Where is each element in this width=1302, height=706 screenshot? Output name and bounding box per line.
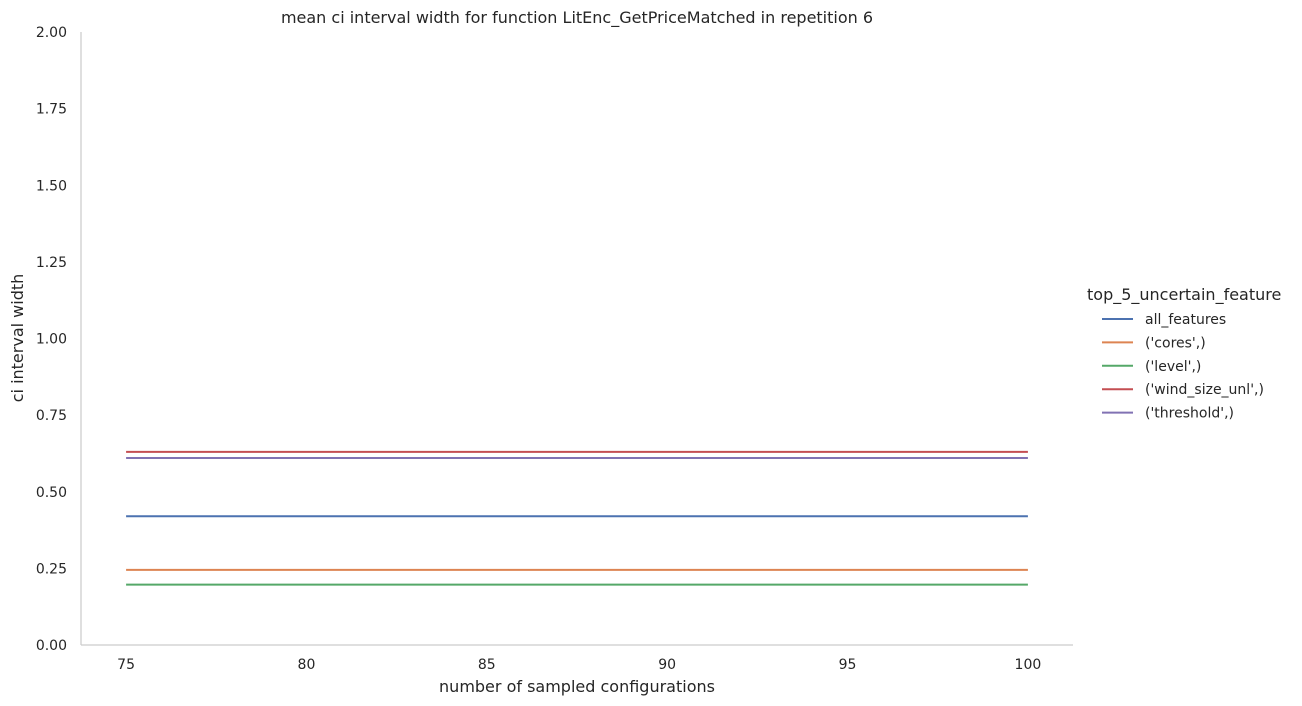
y-axis-label: ci interval width [8,274,27,403]
y-tick-label: 0.50 [36,485,67,501]
x-axis-label: number of sampled configurations [439,677,715,696]
legend: top_5_uncertain_feature all_features ('co… [1087,285,1281,422]
y-tick-label: 0.00 [36,638,67,654]
legend-label: ('cores',) [1145,335,1206,351]
x-tick-labels: 75 80 85 90 95 100 [117,657,1041,673]
legend-title: top_5_uncertain_feature [1087,285,1281,305]
x-tick-label: 75 [117,657,135,673]
x-tick-label: 95 [839,657,857,673]
y-tick-labels: 0.00 0.25 0.50 0.75 1.00 1.25 1.50 1.75 2.00 [36,25,67,654]
x-tick-label: 80 [298,657,316,673]
x-tick-label: 90 [658,657,676,673]
legend-label: ('threshold',) [1145,406,1234,422]
series-lines [126,450,1028,586]
x-tick-label: 100 [1015,657,1042,673]
y-tick-label: 1.75 [36,102,67,118]
y-tick-label: 0.25 [36,561,67,577]
legend-items: all_features ('cores',) ('level',) ('wind_s… [1102,312,1264,422]
y-tick-label: 1.25 [36,255,67,271]
y-tick-label: 1.50 [36,178,67,194]
legend-label: ('level',) [1145,359,1201,375]
axes [80,32,1073,646]
x-tick-label: 85 [478,657,496,673]
y-tick-label: 0.75 [36,408,67,424]
chart-title: mean ci interval width for function LitE… [281,8,873,28]
legend-label: all_features [1145,312,1226,328]
legend-label: ('wind_size_unl',) [1145,382,1264,398]
y-tick-label: 1.00 [36,332,67,348]
y-tick-label: 2.00 [36,25,67,41]
